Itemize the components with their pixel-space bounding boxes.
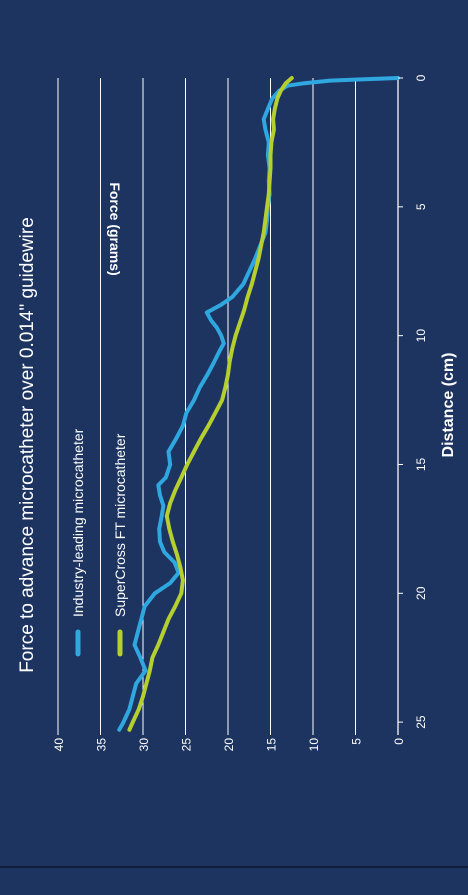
x-tick-label-5: 5 bbox=[414, 203, 428, 210]
series-line-2 bbox=[127, 76, 294, 732]
series-lines bbox=[117, 76, 400, 732]
series-line-1 bbox=[117, 76, 400, 732]
y-tick-label-40: 40 bbox=[52, 738, 66, 752]
x-axis-ticks: 0 5 10 15 20 25 bbox=[398, 74, 428, 729]
y-tick-label-10: 10 bbox=[307, 738, 321, 752]
gridlines bbox=[57, 78, 399, 735]
x-tick-label-10: 10 bbox=[414, 329, 428, 343]
x-tick-label-20: 20 bbox=[414, 586, 428, 600]
legend: Industry-leading microcatheter SuperCross… bbox=[70, 428, 128, 657]
y-tick-label-30: 30 bbox=[137, 738, 151, 752]
chart-title: Force to advance microcatheter over 0.01… bbox=[17, 217, 38, 673]
y-tick-label-5: 5 bbox=[350, 738, 364, 745]
y-tick-label-0: 0 bbox=[392, 738, 406, 745]
y-tick-label-20: 20 bbox=[222, 738, 236, 752]
y-axis-title: Force (grams) bbox=[107, 182, 123, 275]
y-axis-ticks: 0 5 10 15 20 25 30 35 40 bbox=[52, 738, 406, 752]
legend-label-2: SuperCross FT microcatheter bbox=[112, 433, 128, 617]
y-tick-label-15: 15 bbox=[265, 738, 279, 752]
x-tick-label-25: 25 bbox=[414, 715, 428, 729]
x-tick-label-0: 0 bbox=[414, 74, 428, 81]
y-tick-label-25: 25 bbox=[180, 738, 194, 752]
y-tick-label-35: 35 bbox=[95, 738, 109, 752]
x-axis-title: Distance (cm) bbox=[440, 353, 457, 458]
footer-divider bbox=[0, 866, 468, 868]
x-tick-label-15: 15 bbox=[414, 457, 428, 471]
legend-label-1: Industry-leading microcatheter bbox=[70, 428, 86, 617]
